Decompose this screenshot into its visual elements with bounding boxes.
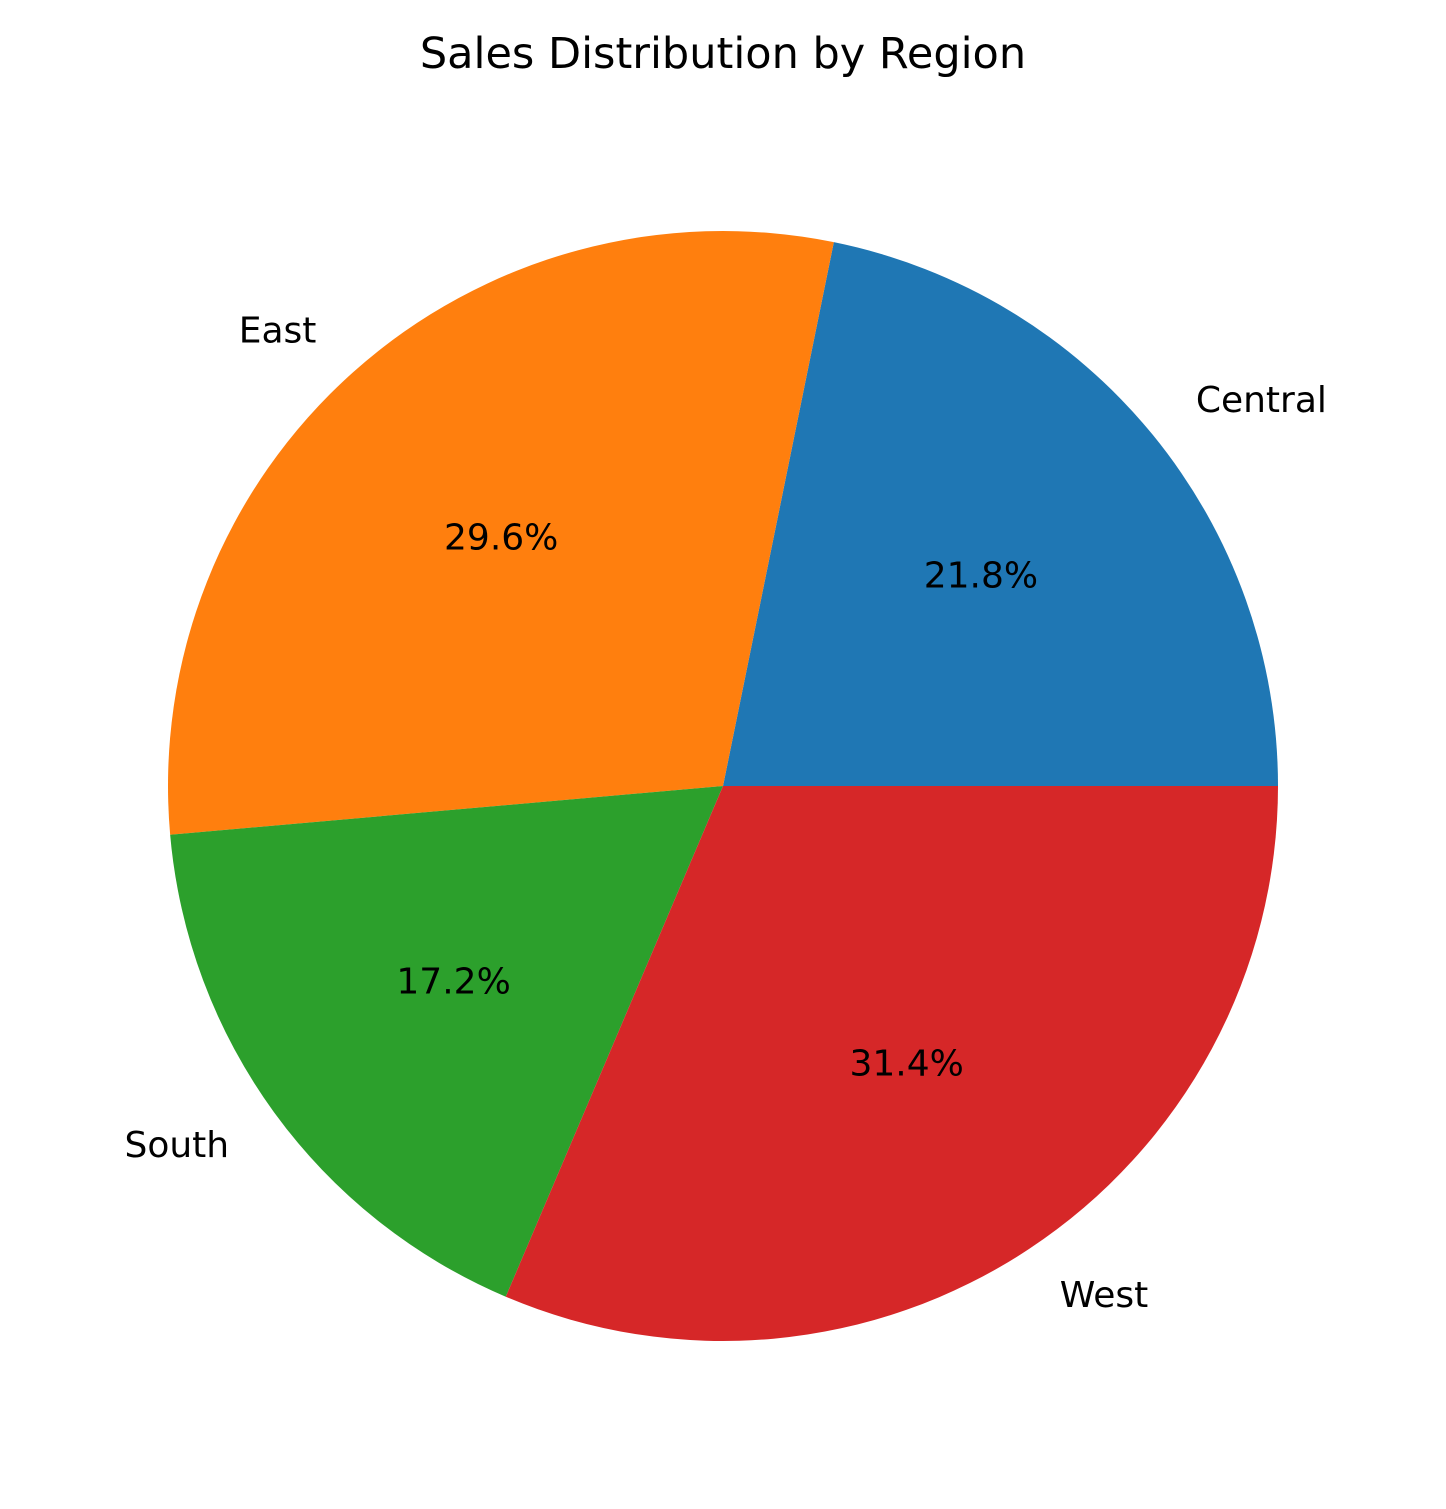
chart-title: Sales Distribution by Region <box>420 29 1026 79</box>
pie-slice-south <box>170 786 723 1297</box>
slice-label-east: East <box>239 311 317 352</box>
pct-label-south: 17.2% <box>396 962 510 1003</box>
pct-label-west: 31.4% <box>850 1044 964 1085</box>
pie-slice-east <box>167 230 834 835</box>
slice-label-central: Central <box>1196 380 1327 421</box>
pct-label-east: 29.6% <box>444 518 558 559</box>
slice-label-west: West <box>1060 1275 1149 1316</box>
slice-label-south: South <box>124 1125 229 1166</box>
pie-labels: Central 21.8% East 29.6% South 17.2% West 31.4% <box>124 311 1326 1317</box>
pie-slice-central <box>723 242 1278 787</box>
pct-label-central: 21.8% <box>924 555 1038 596</box>
pie-slice-west <box>505 786 1279 1341</box>
pie-slices <box>167 230 1279 1341</box>
